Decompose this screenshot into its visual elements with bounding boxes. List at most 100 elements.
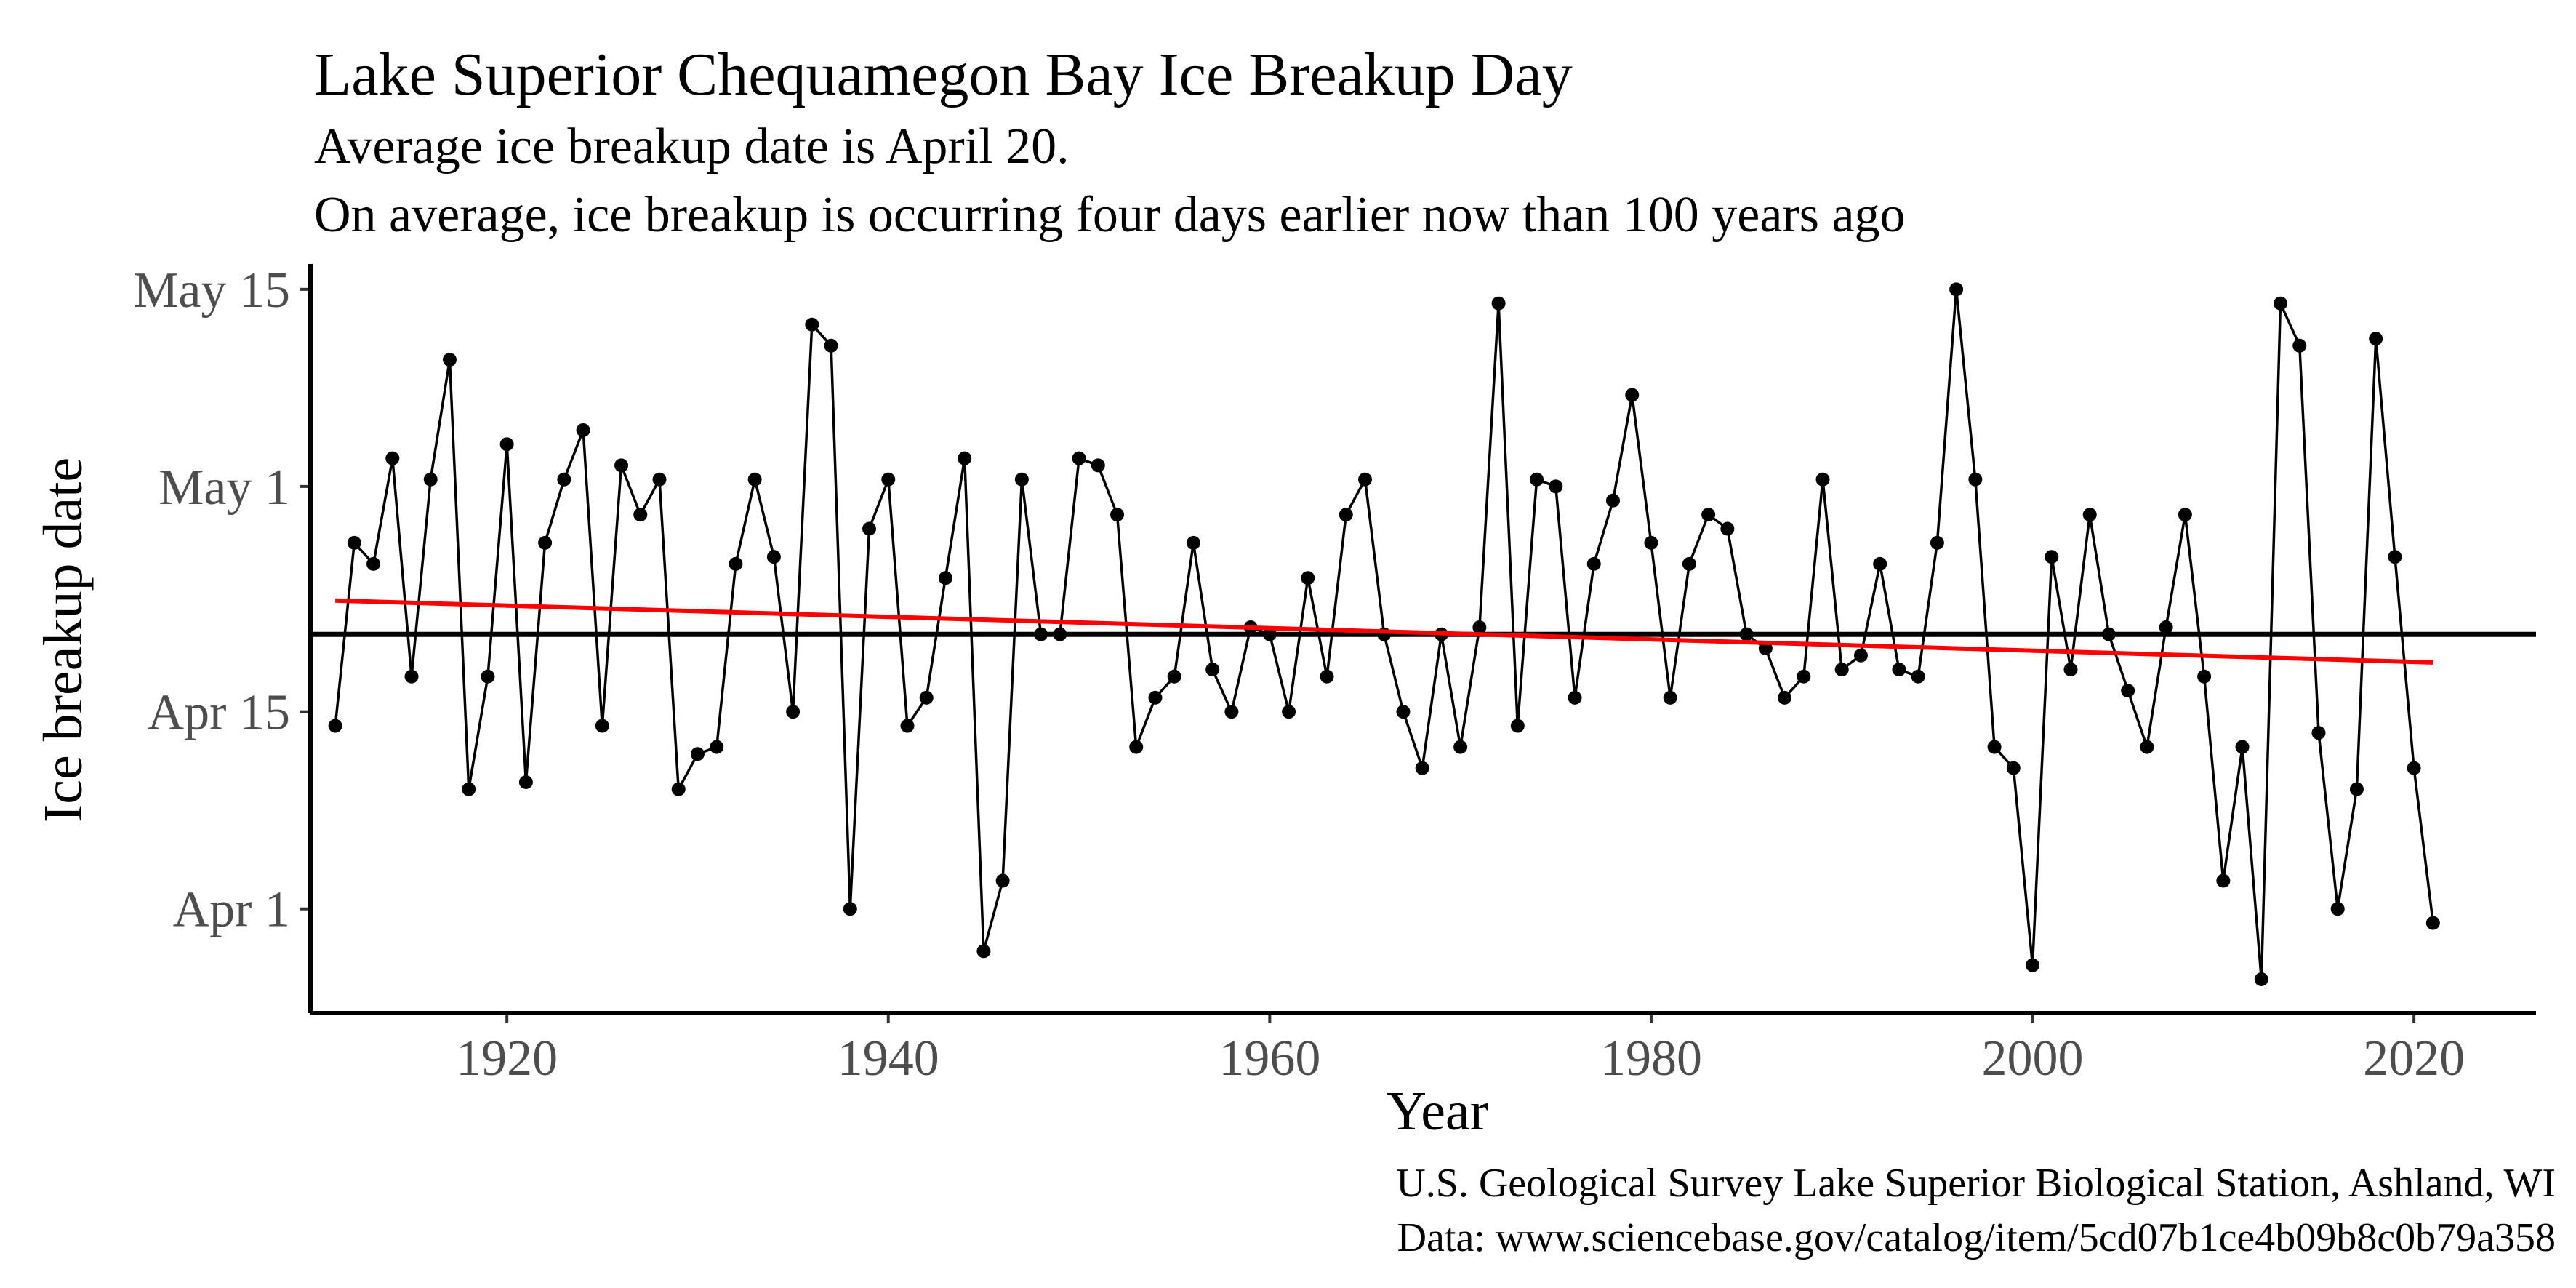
data-point — [2425, 916, 2440, 930]
y-tick-label: Apr 15 — [148, 685, 290, 741]
data-point — [1701, 508, 1716, 522]
data-point — [1167, 669, 1181, 684]
data-point — [2235, 740, 2250, 754]
data-point — [385, 451, 400, 465]
data-point — [1510, 719, 1525, 733]
data-point — [576, 423, 590, 437]
data-point — [2101, 627, 2116, 641]
data-point — [404, 669, 419, 684]
data-point — [1930, 535, 1944, 550]
data-point — [2216, 873, 2231, 888]
data-point — [958, 451, 972, 465]
y-axis-ticks: Apr 1 Apr 15 May 1 May 15 — [133, 263, 310, 938]
chart-subtitle-line-2: On average, ice breakup is occurring fou… — [314, 187, 1906, 243]
data-point — [1053, 627, 1067, 641]
data-point — [557, 472, 571, 487]
data-point — [2082, 508, 2097, 522]
data-point — [499, 437, 514, 452]
data-point — [1186, 535, 1200, 550]
x-tick-label: 1940 — [838, 1031, 939, 1087]
data-point — [1491, 296, 1506, 311]
data-point — [2140, 740, 2154, 754]
data-point — [1282, 705, 1296, 719]
data-point — [1663, 690, 1677, 705]
x-tick-label: 2020 — [2363, 1031, 2465, 1087]
data-point — [1778, 690, 1792, 705]
data-point — [766, 550, 781, 564]
data-point — [1911, 669, 1925, 684]
data-point — [1129, 740, 1144, 754]
data-point — [1301, 571, 1315, 585]
data-point — [1014, 472, 1029, 487]
data-point — [366, 556, 381, 571]
x-tick-label: 1920 — [456, 1031, 558, 1087]
data-point — [1205, 663, 1220, 677]
data-point — [1853, 648, 1868, 663]
y-tick-label: May 1 — [159, 460, 290, 516]
plot-area: Apr 1 Apr 15 May 1 May 15 1920 1940 1960 1980 2… — [133, 263, 2536, 1087]
data-point — [976, 944, 991, 959]
data-point — [747, 472, 762, 487]
data-point — [2311, 726, 2326, 740]
x-tick-label: 2000 — [1982, 1031, 2084, 1087]
data-point — [1605, 493, 1620, 508]
data-point — [538, 535, 553, 550]
x-tick-label: 1980 — [1600, 1031, 1702, 1087]
data-point — [1815, 472, 1830, 487]
data-point — [1586, 556, 1601, 571]
x-tick-label: 1960 — [1219, 1031, 1320, 1087]
data-point — [1720, 521, 1735, 536]
data-point — [1224, 705, 1239, 719]
data-point — [2254, 972, 2268, 987]
data-point — [2369, 332, 2383, 346]
data-point — [690, 747, 705, 761]
data-point — [1339, 508, 1353, 522]
data-point — [347, 535, 361, 550]
data-point — [2407, 761, 2421, 775]
data-point — [1625, 388, 1640, 402]
data-point — [2388, 550, 2402, 564]
data-point — [1739, 627, 1754, 641]
data-point — [919, 690, 934, 705]
data-point — [2159, 620, 2173, 635]
data-point — [881, 472, 896, 487]
y-tick-label: May 15 — [133, 263, 290, 319]
caption-line-2: Data: www.sciencebase.gov/catalog/item/5… — [1397, 1215, 2556, 1260]
data-point — [843, 902, 857, 916]
data-point — [328, 719, 342, 733]
data-point — [1415, 761, 1429, 775]
data-point — [1987, 740, 2002, 754]
y-axis-title: Ice breakup date — [33, 457, 94, 823]
data-point — [481, 669, 495, 684]
x-axis-title: Year — [1387, 1081, 1488, 1142]
data-point — [710, 740, 724, 754]
data-point — [1873, 556, 1887, 571]
x-axis-ticks: 1920 1940 1960 1980 2000 2020 — [456, 1013, 2465, 1087]
data-point — [595, 719, 609, 733]
data-point — [614, 458, 629, 473]
data-point — [518, 775, 533, 789]
data-point — [1682, 556, 1696, 571]
data-point — [2349, 782, 2364, 796]
chart-subtitle-line-1: Average ice breakup date is April 20. — [314, 119, 1070, 175]
data-point — [824, 338, 838, 353]
trend-line — [335, 598, 2433, 665]
data-point — [633, 508, 648, 522]
data-point — [442, 353, 457, 367]
data-point — [1968, 472, 1983, 487]
data-point — [1472, 620, 1487, 635]
data-point — [1549, 479, 1563, 494]
data-point — [2026, 958, 2040, 972]
data-point — [2045, 550, 2059, 564]
data-point — [652, 472, 667, 487]
data-point — [1892, 663, 1906, 677]
data-point — [2292, 338, 2307, 353]
data-point — [1091, 458, 1105, 473]
data-point — [2197, 669, 2212, 684]
data-point — [1530, 472, 1544, 487]
data-point — [1148, 690, 1163, 705]
data-point — [1644, 535, 1658, 550]
data-point — [805, 317, 819, 332]
data-point — [1034, 627, 1048, 641]
